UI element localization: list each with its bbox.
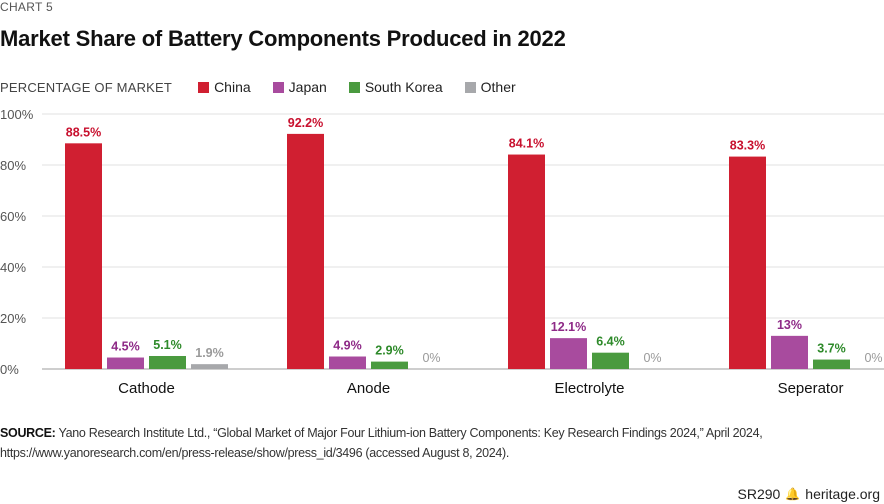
y-tick-label: 20% bbox=[0, 311, 26, 326]
data-label-south-korea: 6.4% bbox=[596, 335, 625, 349]
bar-south-korea bbox=[592, 352, 629, 369]
legend-label-china: China bbox=[214, 79, 251, 95]
x-tick-label: Anode bbox=[347, 380, 390, 397]
x-axis-ticks: Cathode Anode Electrolyte Seperator bbox=[118, 380, 843, 397]
legend-swatch-japan bbox=[272, 81, 284, 93]
bar-other bbox=[191, 364, 228, 369]
data-label-japan: 13% bbox=[777, 318, 802, 332]
bar-japan bbox=[107, 357, 144, 369]
y-tick-label: 100% bbox=[0, 107, 34, 122]
data-label-other: 0% bbox=[643, 351, 661, 365]
data-label-south-korea: 5.1% bbox=[153, 338, 182, 352]
data-label-china: 83.3% bbox=[730, 139, 765, 153]
source-text: Yano Research Institute Ltd., “Global Ma… bbox=[0, 426, 763, 460]
bar-china bbox=[508, 154, 545, 369]
y-axis-ticks: 0% 20% 40% 60% 80% 100% bbox=[0, 107, 34, 377]
y-axis-label: PERCENTAGE OF MARKET bbox=[0, 79, 173, 95]
legend-item-south-korea: South Korea bbox=[348, 79, 443, 95]
y-tick-label: 80% bbox=[0, 158, 26, 173]
y-tick-label: 40% bbox=[0, 260, 26, 275]
bar-japan bbox=[550, 338, 587, 369]
data-label-south-korea: 2.9% bbox=[375, 344, 404, 358]
bar-south-korea bbox=[371, 361, 408, 369]
bar-south-korea bbox=[149, 355, 186, 369]
x-tick-label: Electrolyte bbox=[554, 380, 624, 397]
legend-label-japan: Japan bbox=[288, 79, 327, 95]
bar-china bbox=[287, 133, 324, 369]
legend: PERCENTAGE OF MARKET China Japan South K… bbox=[0, 79, 538, 95]
bar-china bbox=[729, 156, 766, 369]
y-tick-label: 0% bbox=[0, 362, 19, 377]
bar-japan bbox=[329, 356, 366, 369]
y-tick-label: 60% bbox=[0, 209, 26, 224]
legend-swatch-china bbox=[198, 81, 210, 93]
legend-swatch-other bbox=[464, 81, 476, 93]
report-id: SR290 bbox=[737, 486, 781, 502]
data-label-japan: 4.5% bbox=[111, 340, 140, 354]
source-label: SOURCE: bbox=[0, 426, 56, 440]
footer: SR290 🔔 heritage.org bbox=[738, 486, 880, 502]
data-label-south-korea: 3.7% bbox=[817, 342, 846, 356]
bar-chart: 0% 20% 40% 60% 80% 100% 88.5% 4.5% 5.1% 1.9% 92.2… bbox=[0, 107, 884, 397]
site-name: heritage.org bbox=[805, 486, 880, 502]
data-label-japan: 12.1% bbox=[551, 320, 586, 334]
legend-label-other: Other bbox=[480, 79, 516, 95]
data-label-china: 84.1% bbox=[509, 137, 544, 151]
bar-south-korea bbox=[813, 359, 850, 369]
legend-item-china: China bbox=[198, 79, 251, 95]
data-labels: 88.5% 4.5% 5.1% 1.9% 92.2% 4.9% 2.9% 0% 84.1% 12.… bbox=[66, 116, 883, 365]
bar-china bbox=[65, 143, 102, 369]
x-tick-label: Cathode bbox=[118, 380, 175, 397]
legend-swatch-south-korea bbox=[348, 81, 360, 93]
bars bbox=[65, 133, 850, 369]
data-label-other: 0% bbox=[422, 351, 440, 365]
legend-label-south-korea: South Korea bbox=[364, 79, 443, 95]
chart-number: CHART 5 bbox=[0, 0, 54, 14]
data-label-china: 88.5% bbox=[66, 125, 101, 139]
data-label-china: 92.2% bbox=[288, 116, 323, 130]
chart-title: Market Share of Battery Components Produ… bbox=[0, 26, 566, 51]
data-label-other: 1.9% bbox=[195, 346, 224, 360]
liberty-bell-icon: 🔔 bbox=[785, 487, 801, 501]
data-label-other: 0% bbox=[864, 351, 882, 365]
x-tick-label: Seperator bbox=[778, 380, 844, 397]
data-label-japan: 4.9% bbox=[333, 339, 362, 353]
legend-item-other: Other bbox=[464, 79, 516, 95]
source-note: SOURCE: Yano Research Institute Ltd., “G… bbox=[0, 423, 860, 463]
bar-japan bbox=[771, 335, 808, 369]
legend-item-japan: Japan bbox=[272, 79, 327, 95]
